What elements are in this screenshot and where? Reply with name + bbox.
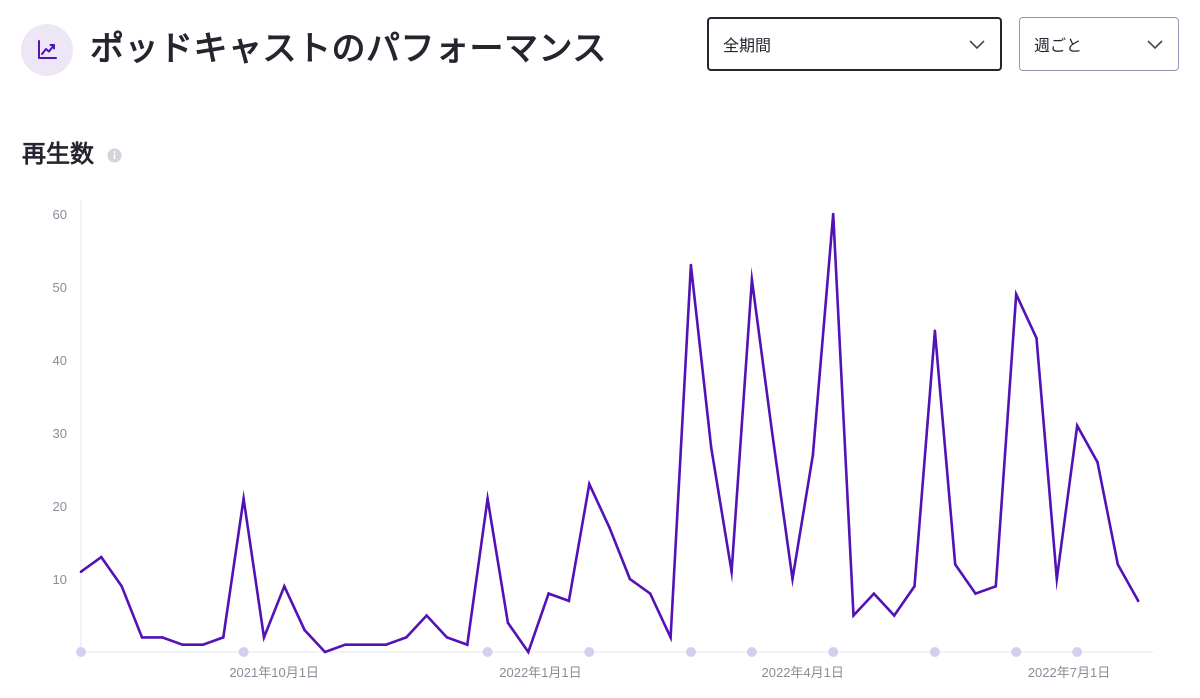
data-point <box>79 570 83 573</box>
data-point <box>872 592 876 595</box>
x-tick-label: 2022年4月1日 <box>762 665 844 680</box>
y-tick-label: 40 <box>53 353 67 368</box>
episode-marker <box>746 647 757 657</box>
data-point <box>222 636 225 639</box>
data-point <box>425 614 428 617</box>
plays-line-chart: 10 20 30 40 50 60 2021年10月1日 2022年1月1日 2022年4月1日… <box>53 200 1153 680</box>
data-point <box>791 577 794 581</box>
data-point <box>262 636 266 639</box>
info-icon[interactable] <box>107 148 122 163</box>
y-tick-label: 50 <box>53 280 67 295</box>
page-title: ポッドキャストのパフォーマンス <box>90 29 607 69</box>
data-point <box>587 482 591 486</box>
data-point <box>506 621 510 625</box>
episode-marker <box>482 647 493 657</box>
data-point <box>323 650 327 654</box>
interval-select[interactable]: 週ごと <box>1019 17 1179 71</box>
data-point <box>953 563 957 566</box>
episode-marker <box>929 647 940 657</box>
period-select-value: 全期間 <box>723 36 772 55</box>
data-point <box>201 643 205 646</box>
data-point <box>343 643 347 646</box>
episode-marker <box>76 647 86 657</box>
data-point <box>831 212 835 216</box>
data-point <box>445 636 449 639</box>
data-point <box>770 431 774 435</box>
data-point <box>1096 460 1099 464</box>
episode-marker <box>828 647 839 657</box>
data-point <box>100 555 103 559</box>
interval-select-value: 週ごと <box>1034 36 1083 55</box>
data-point <box>608 526 611 530</box>
data-point <box>161 636 164 639</box>
episode-marker <box>238 647 249 657</box>
data-point <box>120 585 123 588</box>
data-point <box>547 592 550 595</box>
y-tick-label: 10 <box>53 572 67 587</box>
y-tick-label: 30 <box>53 426 67 441</box>
data-point <box>1116 563 1120 566</box>
data-point <box>892 614 896 617</box>
x-tick-label: 2022年7月1日 <box>1028 665 1110 680</box>
section-title: 再生数 <box>22 140 94 168</box>
period-select[interactable]: 全期間 <box>707 17 1002 71</box>
data-point <box>689 263 693 267</box>
data-point <box>994 585 998 588</box>
data-point <box>1035 336 1038 340</box>
episode-marker <box>1072 647 1083 657</box>
data-point <box>913 585 916 588</box>
data-point <box>526 650 530 654</box>
data-point <box>465 643 469 646</box>
data-point <box>1055 577 1059 581</box>
data-point <box>628 577 632 581</box>
data-point <box>1136 599 1140 603</box>
y-tick-label: 60 <box>53 207 67 222</box>
chevron-down-icon <box>969 40 985 50</box>
data-point <box>242 497 245 501</box>
data-point <box>567 599 571 603</box>
data-point <box>404 636 408 639</box>
episode-marker <box>584 647 595 657</box>
data-point <box>140 636 144 639</box>
data-point <box>750 278 754 281</box>
data-point <box>364 643 367 646</box>
data-point <box>648 592 652 595</box>
data-point <box>486 497 489 501</box>
plays-series-line <box>80 213 1140 655</box>
data-point <box>384 643 388 646</box>
data-point <box>181 643 184 646</box>
episode-marker <box>1011 647 1022 657</box>
data-point <box>974 592 977 595</box>
trending-up-icon <box>21 24 73 76</box>
chevron-down-icon <box>1147 40 1163 50</box>
y-tick-label: 20 <box>53 499 67 514</box>
data-point <box>283 585 286 588</box>
data-point <box>811 453 815 457</box>
data-point <box>303 628 306 632</box>
data-point <box>933 329 937 333</box>
data-point <box>1014 293 1018 296</box>
data-point <box>669 636 672 639</box>
data-point <box>1075 424 1079 427</box>
data-point <box>709 446 713 449</box>
episode-marker <box>685 647 696 657</box>
data-point <box>852 614 855 617</box>
data-point <box>730 570 733 573</box>
x-tick-label: 2022年1月1日 <box>499 665 581 680</box>
x-tick-label: 2021年10月1日 <box>229 665 319 680</box>
